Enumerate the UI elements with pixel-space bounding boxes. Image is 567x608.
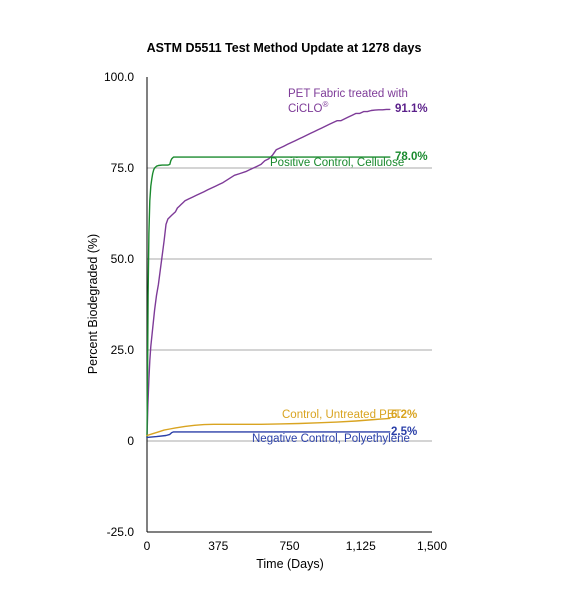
end-label-untreated-pet: 6.2% xyxy=(391,409,417,421)
series-label-pet-ciclo-line1: PET Fabric treated with xyxy=(288,88,408,100)
series-line-cellulose xyxy=(146,156,391,439)
x-tick-label-3: 1,125 xyxy=(346,539,376,553)
x-axis-label: Time (Days) xyxy=(256,557,324,571)
x-tick-label-0: 0 xyxy=(144,539,151,553)
series-label-cellulose: Positive Control, Cellulose xyxy=(270,157,404,169)
end-label-pet-ciclo: 91.1% xyxy=(395,103,428,115)
series-line-pet-ciclo xyxy=(146,108,391,439)
grid-lines xyxy=(147,167,432,442)
y-tick-label-2: 25.0 xyxy=(111,343,135,357)
registered-mark: ® xyxy=(323,100,329,109)
chart-title: ASTM D5511 Test Method Update at 1278 da… xyxy=(147,41,422,55)
series-lines xyxy=(146,108,391,439)
series-label-untreated-pet: Control, Untreated PET xyxy=(282,409,402,421)
y-tick-labels: -25.0 0 25.0 50.0 75.0 100.0 xyxy=(104,70,134,539)
x-tick-labels: 0 375 750 1,125 1,500 xyxy=(144,539,448,553)
y-tick-label-5: 100.0 xyxy=(104,70,134,84)
x-tick-label-4: 1,500 xyxy=(417,539,447,553)
series-label-pet-ciclo-name: CiCLO xyxy=(288,103,323,115)
series-label-polyethylene: Negative Control, Polyethylene xyxy=(252,433,410,445)
series-line-polyethylene xyxy=(146,431,391,439)
y-tick-label-4: 75.0 xyxy=(111,161,135,175)
series-label-pet-ciclo-line2: CiCLO® xyxy=(288,100,329,115)
x-tick-label-2: 750 xyxy=(279,539,299,553)
axes xyxy=(146,77,432,533)
end-label-cellulose: 78.0% xyxy=(395,151,428,163)
y-axis-label: Percent Biodegraded (%) xyxy=(86,234,100,374)
y-tick-label-0: -25.0 xyxy=(107,525,135,539)
end-label-polyethylene: 2.5% xyxy=(391,426,417,438)
x-tick-label-1: 375 xyxy=(208,539,228,553)
y-tick-label-3: 50.0 xyxy=(111,252,135,266)
series-line-untreated-pet xyxy=(146,417,391,437)
y-tick-label-1: 0 xyxy=(127,434,134,448)
